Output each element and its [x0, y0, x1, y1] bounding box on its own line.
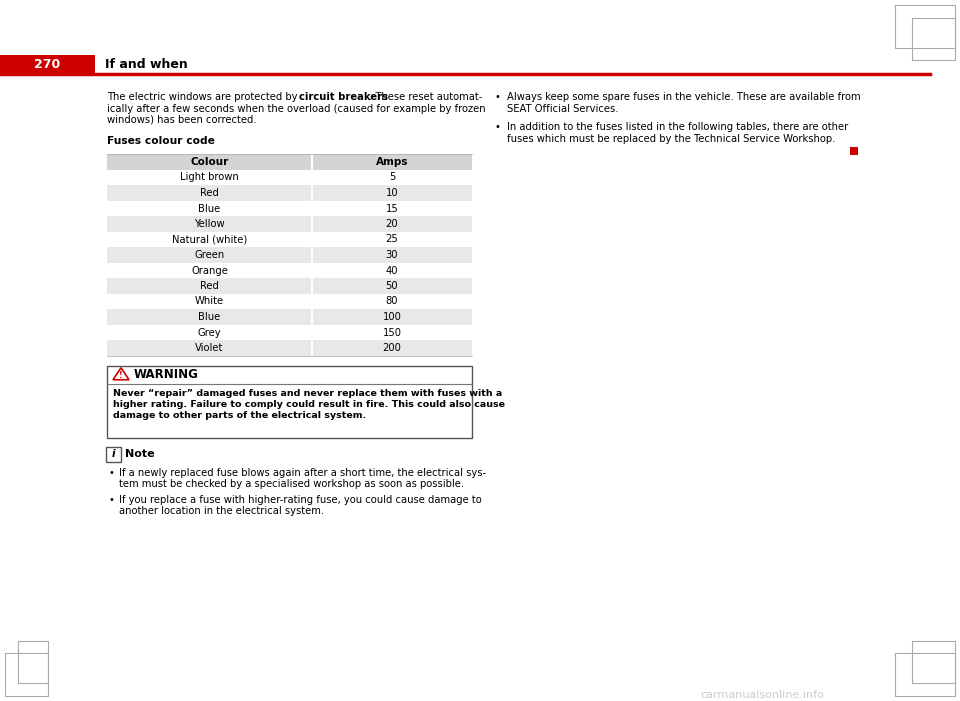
Text: Red: Red [200, 281, 219, 291]
Text: tem must be checked by a specialised workshop as soon as possible.: tem must be checked by a specialised wor… [119, 479, 464, 489]
Text: fuses which must be replaced by the Technical Service Workshop.: fuses which must be replaced by the Tech… [507, 133, 835, 144]
Text: •: • [495, 122, 501, 132]
Text: •: • [109, 468, 115, 478]
Bar [107, 154, 472, 170]
Text: 50: 50 [386, 281, 398, 291]
Text: •: • [109, 495, 115, 505]
Text: 200: 200 [383, 343, 401, 353]
Polygon shape [113, 368, 129, 380]
Text: Red: Red [200, 188, 219, 198]
Text: 30: 30 [386, 250, 398, 260]
Bar [107, 216, 472, 232]
Text: •: • [495, 92, 501, 102]
Text: 5: 5 [389, 172, 396, 182]
Text: Always keep some spare fuses in the vehicle. These are available from: Always keep some spare fuses in the vehi… [507, 92, 860, 102]
Text: 10: 10 [386, 188, 398, 198]
Bar [107, 294, 472, 309]
Text: In addition to the fuses listed in the following tables, there are other: In addition to the fuses listed in the f… [507, 122, 849, 132]
Text: White: White [195, 297, 224, 306]
Text: 25: 25 [386, 235, 398, 245]
Text: Fuses colour code: Fuses colour code [107, 136, 215, 147]
Text: Light brown: Light brown [180, 172, 239, 182]
Text: Natural (white): Natural (white) [172, 235, 247, 245]
Text: 100: 100 [383, 312, 401, 322]
Text: i: i [111, 449, 115, 459]
Text: Never “repair” damaged fuses and never replace them with fuses with a: Never “repair” damaged fuses and never r… [113, 389, 502, 397]
Text: If and when: If and when [105, 58, 188, 72]
Bar [850, 147, 858, 155]
Text: !: ! [119, 371, 123, 380]
Bar [107, 278, 472, 294]
Text: 20: 20 [386, 219, 398, 229]
Text: 150: 150 [382, 327, 401, 337]
Bar [107, 200, 472, 216]
Text: 270: 270 [34, 58, 60, 72]
Bar [107, 309, 472, 325]
Bar [107, 263, 472, 278]
Text: . These reset automat-: . These reset automat- [369, 92, 482, 102]
Text: circuit breakers: circuit breakers [299, 92, 388, 102]
Text: Colour: Colour [190, 157, 228, 167]
Text: Note: Note [125, 449, 155, 459]
Text: damage to other parts of the electrical system.: damage to other parts of the electrical … [113, 411, 367, 420]
Text: 15: 15 [386, 203, 398, 214]
Text: another location in the electrical system.: another location in the electrical syste… [119, 505, 324, 516]
Text: Orange: Orange [191, 266, 228, 275]
Text: 40: 40 [386, 266, 398, 275]
FancyBboxPatch shape [106, 447, 121, 462]
Text: ically after a few seconds when the overload (caused for example by frozen: ically after a few seconds when the over… [107, 104, 486, 114]
Bar [107, 185, 472, 200]
Bar [107, 170, 472, 185]
Text: If a newly replaced fuse blows again after a short time, the electrical sys-: If a newly replaced fuse blows again aft… [119, 468, 486, 478]
Text: Amps: Amps [375, 157, 408, 167]
Text: Blue: Blue [199, 312, 221, 322]
Text: The electric windows are protected by: The electric windows are protected by [107, 92, 300, 102]
Bar [107, 340, 472, 355]
Bar [107, 247, 472, 263]
Text: Blue: Blue [199, 203, 221, 214]
Bar [107, 366, 472, 437]
Text: WARNING: WARNING [134, 368, 199, 381]
Text: 80: 80 [386, 297, 398, 306]
Text: Yellow: Yellow [194, 219, 225, 229]
Text: SEAT Official Services.: SEAT Official Services. [507, 104, 618, 114]
Text: Grey: Grey [198, 327, 222, 337]
Text: Green: Green [194, 250, 225, 260]
Bar [107, 325, 472, 340]
Text: carmanualsonline.info: carmanualsonline.info [700, 690, 824, 700]
Text: higher rating. Failure to comply could result in fire. This could also cause: higher rating. Failure to comply could r… [113, 400, 505, 409]
Bar [107, 232, 472, 247]
Bar [0, 55, 95, 75]
Text: Violet: Violet [195, 343, 224, 353]
Text: windows) has been corrected.: windows) has been corrected. [107, 115, 256, 125]
Text: If you replace a fuse with higher-rating fuse, you could cause damage to: If you replace a fuse with higher-rating… [119, 495, 482, 505]
